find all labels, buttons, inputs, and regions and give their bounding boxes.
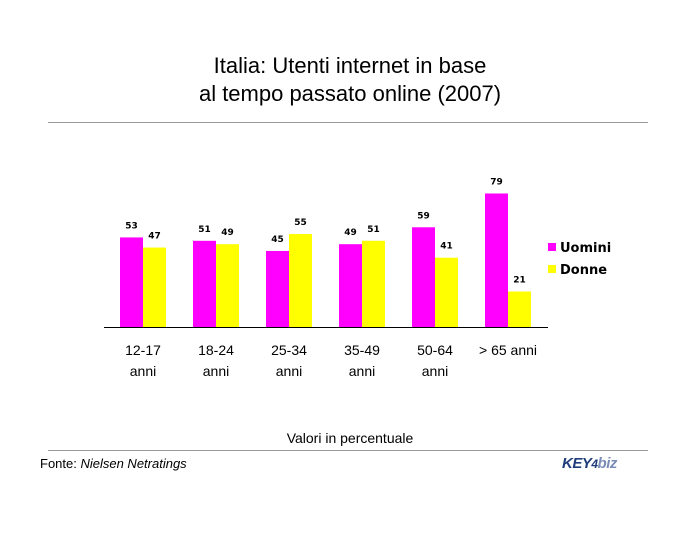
bar-uomini-5 xyxy=(485,193,508,327)
top-divider xyxy=(48,122,648,123)
bar-donne-5 xyxy=(508,291,531,327)
title-line-1: Italia: Utenti internet in base xyxy=(213,53,487,78)
category-label-3-0: 35-49 xyxy=(344,342,380,358)
bar-uomini-3 xyxy=(339,244,362,327)
bottom-divider xyxy=(48,450,648,451)
data-label-uomini-4: 59 xyxy=(417,211,430,221)
chart-title: Italia: Utenti internet in base al tempo… xyxy=(0,52,700,108)
data-label-donne-4: 41 xyxy=(440,242,453,252)
bar-chart: 53 47 12-17 anni 51 49 18-24 anni 45 55 25-34 anni 4… xyxy=(104,177,611,379)
legend-label-uomini: Uomini xyxy=(560,241,611,256)
units-note: Valori in percentuale xyxy=(286,430,414,446)
category-label-4-1: anni xyxy=(422,363,448,379)
data-label-donne-2: 55 xyxy=(294,218,307,228)
data-label-uomini-0: 53 xyxy=(125,221,138,231)
title-line-2: al tempo passato online (2007) xyxy=(198,81,502,106)
bar-donne-0 xyxy=(143,247,166,327)
legend-swatch-donne xyxy=(548,265,556,273)
data-label-donne-1: 49 xyxy=(221,228,234,238)
category-label-4-0: 50-64 xyxy=(417,342,453,358)
bar-uomini-2 xyxy=(266,250,289,327)
bar-donne-4 xyxy=(435,257,458,327)
data-label-uomini-1: 51 xyxy=(198,225,211,235)
bar-donne-2 xyxy=(289,234,312,327)
category-label-1-0: 18-24 xyxy=(198,342,234,358)
category-label-3-1: anni xyxy=(349,363,375,379)
logo-text-biz: biz xyxy=(597,455,618,472)
category-label-2-1: anni xyxy=(276,363,302,379)
category-label-0-1: anni xyxy=(130,363,156,379)
source-prefix: Fonte: xyxy=(40,456,81,471)
bar-uomini-0 xyxy=(120,237,143,327)
bar-uomini-1 xyxy=(193,240,216,327)
legend-swatch-uomini xyxy=(548,243,556,251)
bar-uomini-4 xyxy=(412,227,435,327)
key4biz-logo: KEY4biz xyxy=(562,455,617,472)
data-label-donne-3: 51 xyxy=(367,225,380,235)
bar-donne-3 xyxy=(362,240,385,327)
logo-text-key: KEY xyxy=(562,455,592,472)
category-label-5-0: > 65 anni xyxy=(479,342,537,358)
category-label-1-1: anni xyxy=(203,363,229,379)
source-name: Nielsen Netratings xyxy=(80,456,187,471)
data-label-donne-5: 21 xyxy=(513,276,526,286)
data-label-donne-0: 47 xyxy=(148,232,161,242)
data-label-uomini-5: 79 xyxy=(490,177,503,187)
legend-label-donne: Donne xyxy=(560,263,607,278)
bar-donne-1 xyxy=(216,244,239,327)
category-label-0-0: 12-17 xyxy=(125,342,161,358)
data-label-uomini-3: 49 xyxy=(344,228,357,238)
category-label-2-0: 25-34 xyxy=(271,342,307,358)
logo-text-4: 4 xyxy=(591,457,598,471)
source-credit: Fonte: Nielsen Netratings xyxy=(40,456,187,471)
data-label-uomini-2: 45 xyxy=(271,235,284,245)
